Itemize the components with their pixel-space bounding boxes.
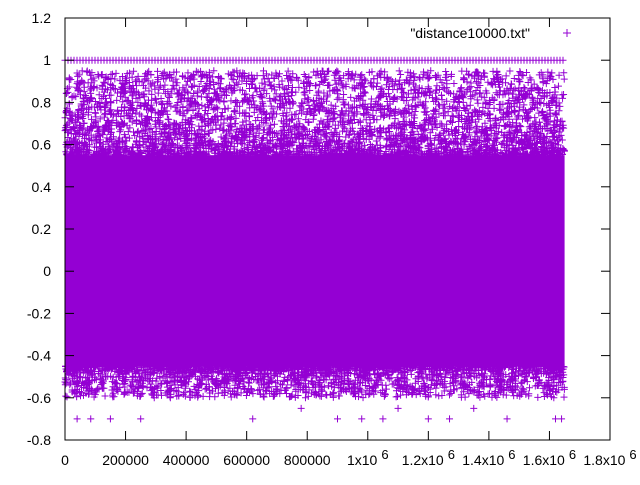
y-tick-label: -0.6: [27, 390, 51, 406]
y-tick-label: 0.4: [32, 179, 52, 195]
legend-plus-marker: [563, 29, 571, 37]
y-tick-label: 0.6: [32, 137, 52, 153]
y-tick-label: 1: [43, 52, 51, 68]
x-tick-label: 400000: [163, 452, 210, 468]
y-tick-label: 1.2: [32, 10, 52, 26]
x-tick-label: 200000: [102, 452, 149, 468]
x-tick-label: 0: [61, 452, 69, 468]
x-tick-label: 1.6x10 6: [523, 447, 576, 468]
x-tick-label: 1.2x10 6: [402, 447, 455, 468]
y-tick-label: 0.8: [32, 94, 52, 110]
series-points: [61, 56, 568, 423]
x-tick-label: 1.4x10 6: [462, 447, 515, 468]
y-tick-label: 0: [43, 263, 51, 279]
x-tick-label: 600000: [223, 452, 270, 468]
legend-label: "distance10000.txt": [410, 25, 530, 41]
legend-marker: [563, 29, 571, 37]
data-layer: [61, 56, 568, 423]
y-tick-label: -0.8: [27, 432, 51, 448]
x-tick-label: 1.8x10 6: [583, 447, 636, 468]
x-tick-label: 800000: [284, 452, 331, 468]
dense-point-band: [65, 155, 565, 367]
y-tick-label: -0.4: [27, 348, 51, 364]
y-tick-label: 0.2: [32, 221, 52, 237]
ticks-layer: -0.8 -0.6 -0.4 -0.2 0 0.2 0.4 0.6 0.8 1 1.2 0 200000…: [27, 10, 637, 468]
legend: "distance10000.txt": [410, 25, 571, 41]
y-tick-label: -0.2: [27, 305, 51, 321]
x-tick-label: 1x10 6: [347, 447, 389, 468]
